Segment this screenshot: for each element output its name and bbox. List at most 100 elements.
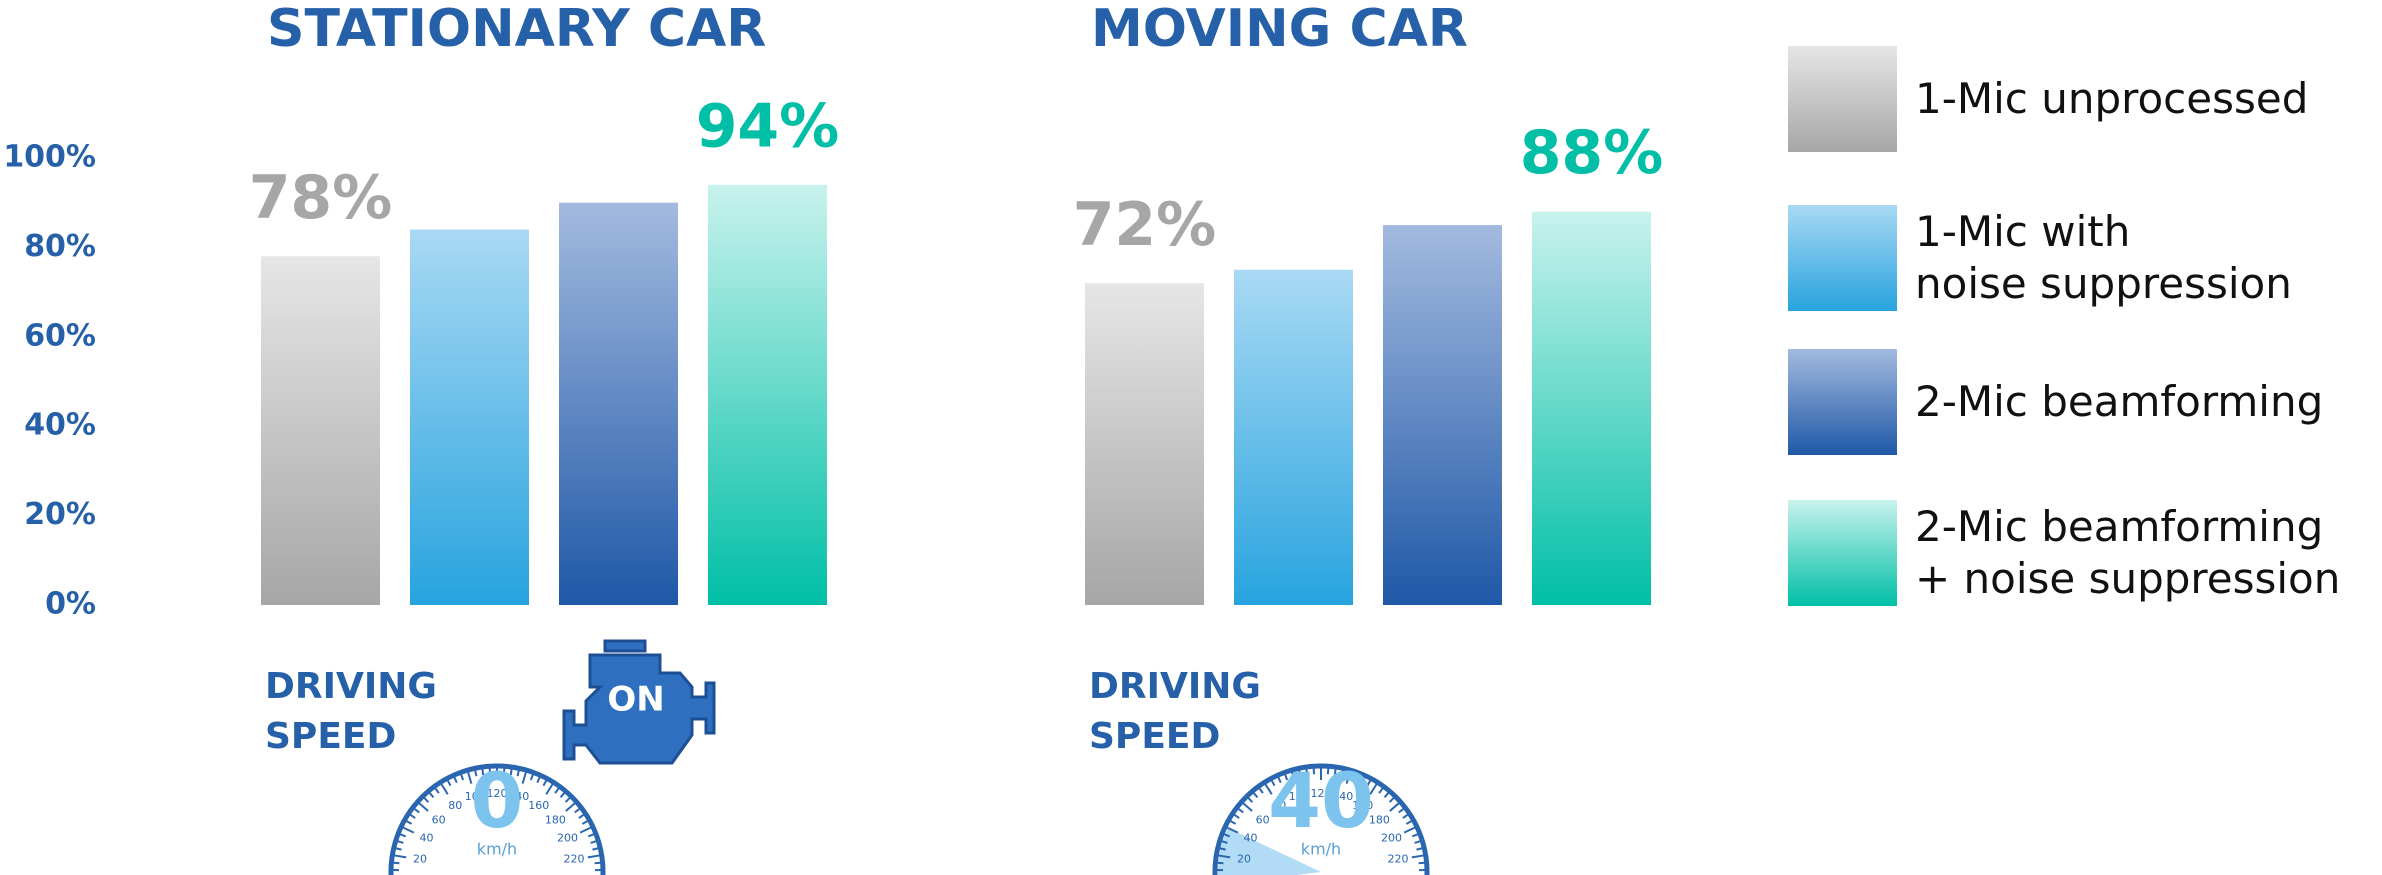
chart-title: STATIONARY CAR xyxy=(267,0,766,59)
gauge-label: DRIVING xyxy=(265,666,437,707)
gauge-tick xyxy=(1385,793,1389,798)
chart-title: MOVING CAR xyxy=(1091,0,1468,59)
gauge-tick xyxy=(580,828,591,833)
legend-swatch xyxy=(1788,205,1897,311)
gauge-tick-label: 40 xyxy=(420,832,434,845)
gauge-tick xyxy=(1243,803,1252,811)
gauge-tick xyxy=(398,841,404,843)
gauge-tick xyxy=(441,784,447,794)
legend-label: 1-Mic with noise suppression xyxy=(1915,185,2382,331)
bar xyxy=(559,203,678,605)
bar xyxy=(1532,212,1651,605)
gauge-tick xyxy=(588,834,594,836)
gauge-tick-label: 160 xyxy=(528,799,549,812)
gauge-tick xyxy=(406,821,411,824)
gauge-tick xyxy=(1254,793,1258,798)
legend-label: 1-Mic unprocessed xyxy=(1915,26,2382,172)
gauge-tick-label: 220 xyxy=(1388,853,1409,866)
gauge-tick xyxy=(1415,841,1421,843)
gauge-tick xyxy=(396,848,402,849)
gauge-tick xyxy=(400,834,406,836)
value-label: 94% xyxy=(696,91,840,161)
gauge-unit: km/h xyxy=(1301,840,1341,859)
gauge-tick xyxy=(430,793,434,798)
gauge-tick xyxy=(424,798,428,802)
gauge-tick xyxy=(582,821,587,824)
gauge-tick-label: 80 xyxy=(448,799,462,812)
engine-status: ON xyxy=(607,680,664,720)
gauge-tick xyxy=(531,774,533,780)
gauge-tick xyxy=(537,777,539,782)
gauge-tick-label: 180 xyxy=(545,813,566,826)
gauge-tick xyxy=(435,788,439,793)
gauge-tick xyxy=(393,863,399,864)
gauge-tick xyxy=(448,780,451,785)
gauge-tick-label: 200 xyxy=(557,832,578,845)
infographic: 1-Mic unprocessed1-Mic with noise suppre… xyxy=(0,0,2382,875)
value-label: 78% xyxy=(249,163,393,233)
gauge-tick-label: 220 xyxy=(564,853,585,866)
gauge-tick-label: 200 xyxy=(1381,832,1402,845)
gauge-tick xyxy=(461,774,463,780)
legend-swatch xyxy=(1788,500,1897,606)
engine-icon: ON xyxy=(564,641,714,763)
gauge-tick xyxy=(414,809,419,813)
gauge-tick xyxy=(1419,863,1425,864)
legend-label: 2-Mic beamforming + noise suppression xyxy=(1915,480,2382,626)
gauge-tick-label: 40 xyxy=(1244,832,1258,845)
gauge-tick xyxy=(1217,863,1223,864)
y-tick-label: 80% xyxy=(24,229,96,264)
gauge-tick xyxy=(1259,788,1263,793)
legend-label: 2-Mic beamforming xyxy=(1915,329,2382,475)
y-tick-label: 100% xyxy=(3,140,96,175)
gauge-tick xyxy=(1404,828,1415,833)
gauge-tick xyxy=(1412,834,1418,836)
gauge-tick xyxy=(595,863,601,864)
value-label: 72% xyxy=(1073,190,1217,260)
gauge-tick xyxy=(555,788,559,793)
y-tick-label: 20% xyxy=(24,497,96,532)
gauge-tick xyxy=(1406,821,1411,824)
gauge-speed-value: 40 xyxy=(1268,756,1374,845)
gauge-tick xyxy=(546,784,552,794)
y-tick-label: 0% xyxy=(45,587,96,622)
bar xyxy=(1234,270,1353,605)
gauge-tick xyxy=(543,780,546,785)
gauge-tick xyxy=(1412,855,1424,857)
y-tick-label: 40% xyxy=(24,408,96,443)
gauge-tick xyxy=(419,803,428,811)
gauge-tick xyxy=(1390,798,1394,802)
gauge-tick xyxy=(1248,798,1252,802)
legend-swatch xyxy=(1788,46,1897,152)
gauge-tick xyxy=(403,828,414,833)
gauge-tick xyxy=(592,848,598,849)
bar xyxy=(1383,225,1502,605)
gauge-tick xyxy=(1220,848,1226,849)
y-tick-label: 60% xyxy=(24,318,96,353)
gauge-tick-label: 20 xyxy=(413,853,427,866)
gauge-tick-label: 60 xyxy=(432,813,446,826)
gauge-unit: km/h xyxy=(477,840,517,859)
gauge-tick xyxy=(1234,815,1239,818)
gauge-label: DRIVING xyxy=(1089,666,1261,707)
gauge-tick-label: 20 xyxy=(1237,853,1251,866)
gauge-tick xyxy=(1399,809,1404,813)
bar xyxy=(261,256,380,605)
gauge-tick xyxy=(561,793,565,798)
gauge-tick xyxy=(394,855,406,857)
legend-swatch xyxy=(1788,349,1897,455)
gauge-tick xyxy=(588,855,600,857)
bar xyxy=(410,230,529,605)
gauge-tick xyxy=(579,815,584,818)
gauge-tick xyxy=(1390,803,1399,811)
gauge-tick xyxy=(454,777,456,782)
value-label: 88% xyxy=(1520,118,1664,188)
gauge-tick xyxy=(1238,809,1243,813)
gauge-tick xyxy=(1416,848,1422,849)
bar xyxy=(708,185,827,605)
gauge-tick xyxy=(1379,788,1383,793)
gauge-tick xyxy=(575,809,580,813)
gauge-tick xyxy=(410,815,415,818)
gauge-tick xyxy=(566,798,570,802)
bar xyxy=(1085,283,1204,605)
